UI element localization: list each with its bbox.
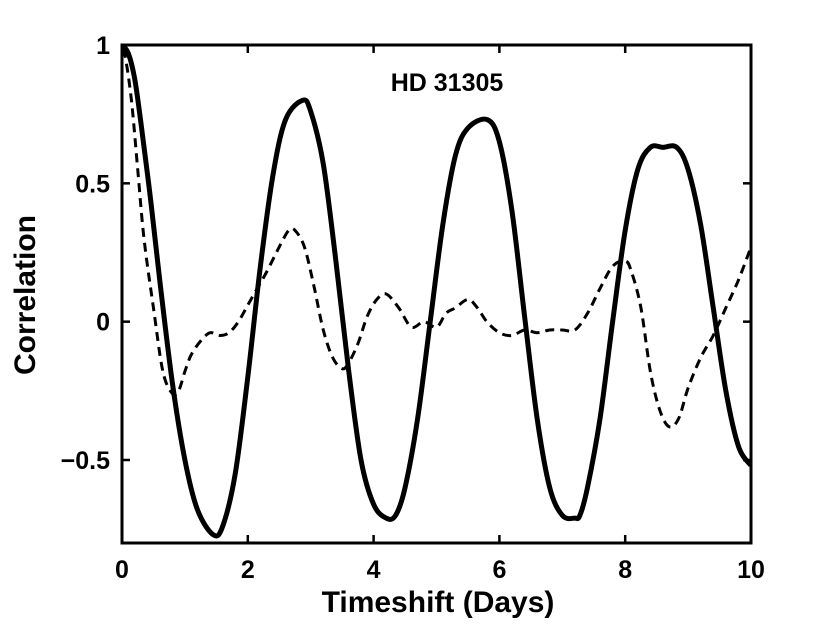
solid-correlation-line bbox=[122, 45, 751, 539]
x-axis-title: Timeshift (Days) bbox=[322, 586, 555, 619]
x-tick-label: 10 bbox=[737, 556, 765, 584]
x-tick-label: 0 bbox=[115, 556, 129, 584]
y-tick-label: 0.5 bbox=[75, 170, 110, 198]
plot-frame bbox=[120, 43, 753, 545]
y-tick-label: 1 bbox=[96, 32, 110, 60]
y-tick-label: −0.5 bbox=[61, 447, 110, 475]
y-tick-label: 0 bbox=[96, 309, 110, 337]
dashed-correlation-line bbox=[122, 49, 751, 429]
y-axis-title: Correlation bbox=[9, 215, 42, 375]
x-tick-label: 6 bbox=[492, 556, 506, 584]
ticks-layer bbox=[120, 43, 753, 543]
x-tick-label: 4 bbox=[367, 556, 381, 584]
x-tick-label: 8 bbox=[618, 556, 632, 584]
tick-labels: 0 2 4 6 8 10 −0.5 0 0.5 1 bbox=[61, 32, 765, 584]
chart-annotation: HD 31305 bbox=[391, 69, 504, 97]
series-layer bbox=[122, 45, 751, 539]
x-tick-label: 2 bbox=[241, 556, 255, 584]
